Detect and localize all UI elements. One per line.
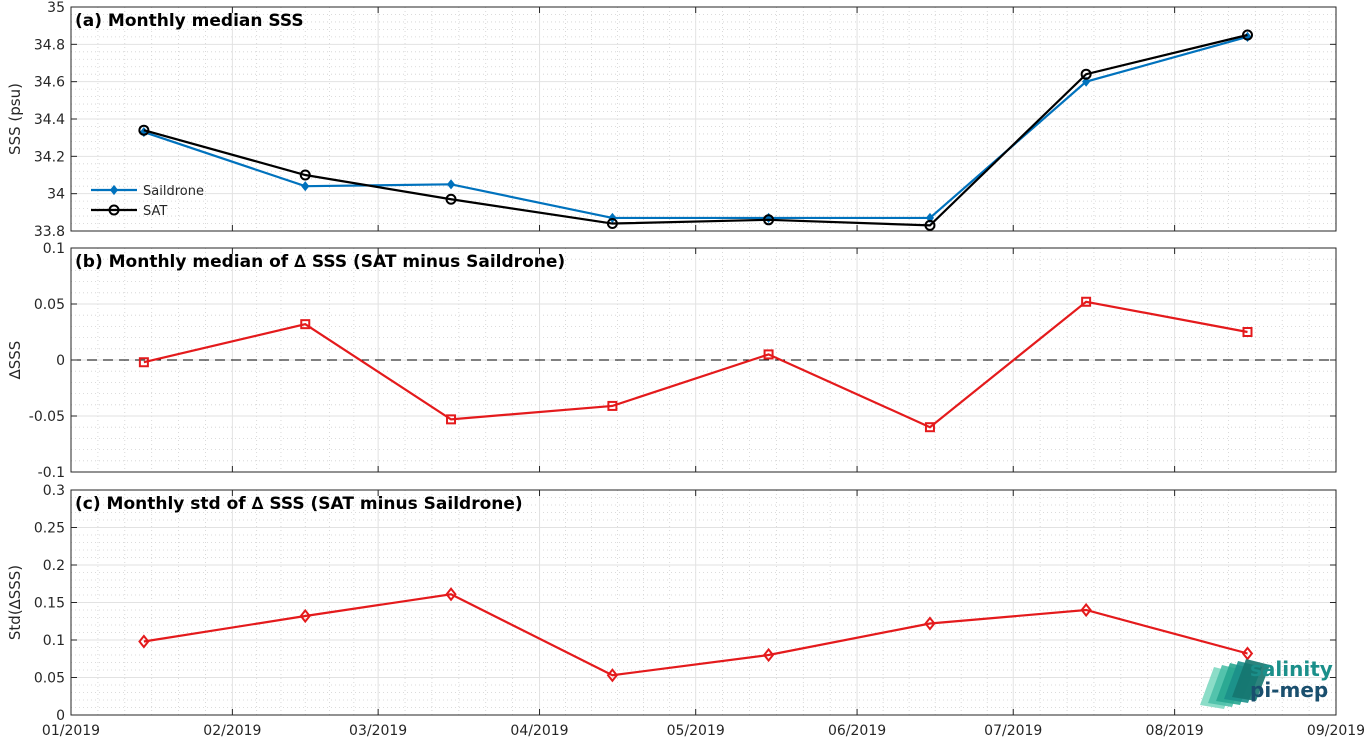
y-tick-label: -0.05 [29,409,65,425]
data-point [924,219,936,231]
legend: Saildrone SAT [91,184,204,219]
data-point [1242,327,1253,337]
y-axis-label: ∆SSS [6,341,24,381]
data-point [1080,602,1092,618]
y-tick-label: 34 [47,187,65,203]
data-point [1241,646,1254,661]
legend-entry: SAT [143,204,167,219]
y-tick-label: -0.1 [38,465,65,481]
x-tick-label: 08/2019 [1146,723,1204,739]
data-point [606,668,619,683]
data-point [445,193,457,205]
panel-3: 0 0.05 0.1 0.15 0.2 0.25 0.3 01/2019 02/2019 03/2… [6,483,1365,739]
series-line [143,33,1248,227]
x-tick-label: 02/2019 [203,723,261,739]
series-line [143,300,1248,429]
series-line [143,35,1248,220]
series-line [143,593,1248,677]
data-point [446,179,456,190]
y-tick-label: 34.8 [34,37,65,53]
y-tick-label: 0.25 [34,521,65,537]
data-point [138,634,150,649]
data-point [138,357,149,368]
y-tick-label: 0.05 [34,297,65,313]
y-tick-label: 0.1 [43,633,65,649]
x-tick-label: 07/2019 [984,723,1042,739]
panel-title: (a) Monthly median SSS [75,11,304,31]
data-point [924,422,935,433]
y-tick-label: 0.15 [34,596,65,612]
series-saildrone [139,31,1252,224]
y-axis-label: Std(∆SSS) [6,565,24,640]
data-point [445,587,457,602]
data-point [608,212,617,224]
logo-text-line1: salinity [1250,657,1333,681]
x-tick-label: 01/2019 [42,723,100,739]
data-point [138,124,150,136]
y-tick-label: 0.2 [43,558,65,574]
legend-marker [108,204,120,216]
series-line [138,296,1253,433]
y-tick-label: 0.05 [34,671,65,687]
legend-marker [109,184,119,196]
x-tick-label: 04/2019 [510,723,568,739]
y-tick-label: 35 [47,0,65,16]
data-point [1081,296,1092,307]
data-point [762,647,775,663]
y-tick-label: 0 [56,708,65,724]
logo-wave-icon [1232,659,1270,701]
panel-2: -0.1 -0.05 0 0.05 0.1 ∆SSS (b) Monthly median … [6,241,1337,481]
legend-entry: Saildrone [143,184,204,199]
data-point [763,214,775,226]
panel-1: 33.8 34 34.2 34.4 34.6 34.8 35 SSS (psu) (a) Mon… [6,0,1337,240]
data-point [764,212,773,224]
y-tick-label: 0 [56,353,65,369]
x-tick-label: 09/2019 [1307,723,1365,739]
data-point [299,608,311,624]
data-point [606,218,618,230]
data-point [1242,29,1254,41]
y-tick-label: 0.3 [43,483,65,499]
data-point [607,400,618,411]
data-point [763,349,774,360]
panel-title: (b) Monthly median of ∆ SSS (SAT minus S… [75,252,565,272]
panel-title: (c) Monthly std of ∆ SSS (SAT minus Sail… [75,494,523,514]
y-axis-label: SSS (psu) [6,83,24,155]
y-tick-label: 0.1 [43,241,65,257]
series-line [138,587,1254,683]
data-point [924,616,936,631]
data-point [446,414,457,425]
y-tick-label: 34.4 [34,112,65,128]
data-point [1080,68,1092,80]
y-tick-label: 34.2 [34,149,65,165]
data-point [299,169,311,181]
x-tick-label: 03/2019 [349,723,407,739]
x-tick-label: 06/2019 [828,723,886,739]
data-point [1082,76,1091,87]
series-sat [138,29,1254,231]
data-point [301,181,310,192]
logo-text-line2: pi-mep [1250,678,1328,702]
data-point [300,319,311,330]
x-tick-label: 05/2019 [667,723,725,739]
y-tick-label: 34.6 [34,75,65,91]
y-tick-label: 33.8 [34,224,65,240]
